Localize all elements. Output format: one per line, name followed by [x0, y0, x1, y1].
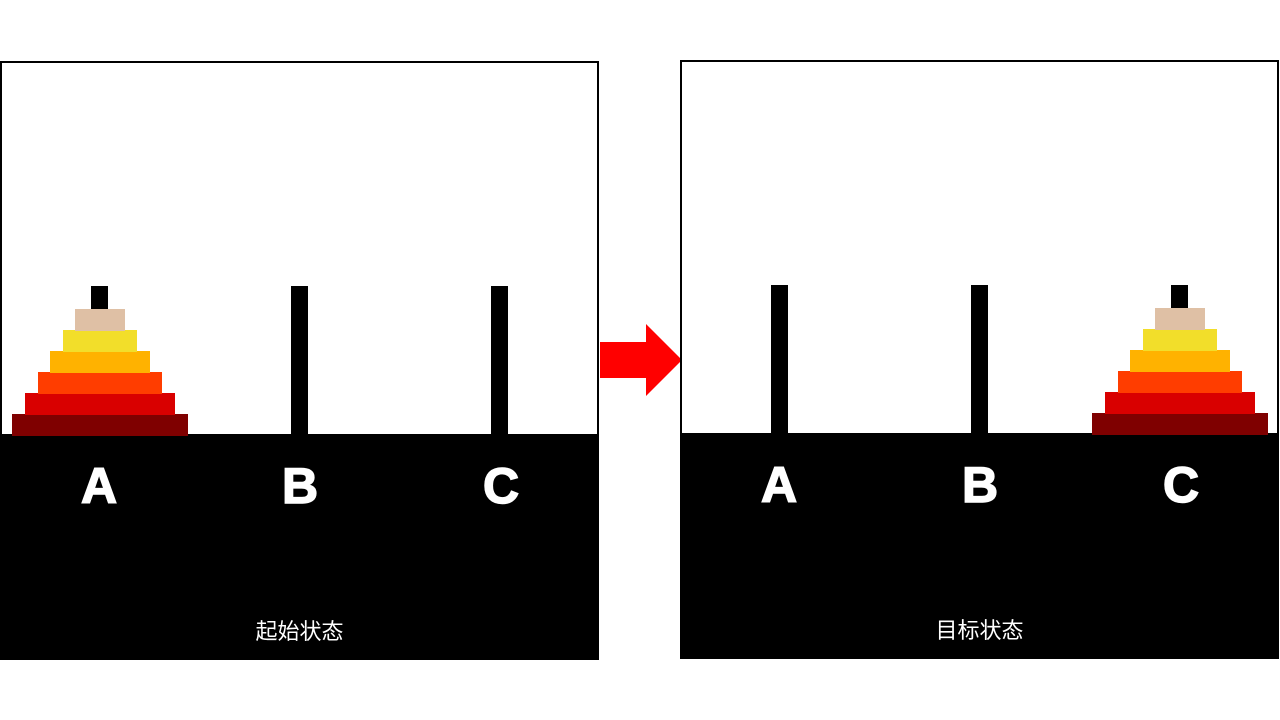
- peg-label-a: A: [80, 458, 118, 514]
- peg-label-c: C: [482, 458, 520, 514]
- peg-label-b: B: [961, 457, 999, 513]
- disk-5: [1105, 392, 1255, 414]
- disk-3: [50, 351, 150, 373]
- start-state-caption: 起始状态: [255, 620, 344, 645]
- peg-label-b: B: [281, 458, 319, 514]
- disk-4: [1118, 371, 1242, 393]
- disk-1: [1155, 308, 1205, 330]
- peg-a-top: [91, 286, 108, 309]
- peg-c: [491, 286, 508, 436]
- disk-5: [25, 393, 175, 415]
- disk-6: [12, 414, 188, 436]
- target-state-caption: 目标状态: [935, 619, 1024, 644]
- disk-4: [38, 372, 162, 394]
- disk-1: [75, 309, 125, 331]
- peg-b: [971, 285, 988, 435]
- disk-6: [1092, 413, 1268, 435]
- disk-3: [1130, 350, 1230, 372]
- peg-a: [771, 285, 788, 435]
- right-arrow-icon: [600, 324, 682, 396]
- arrow-shape: [600, 324, 682, 396]
- start-state-panel: A B C 起始状态: [0, 61, 599, 660]
- disk-2: [1143, 329, 1217, 351]
- peg-c-top: [1171, 285, 1188, 308]
- peg-label-a: A: [760, 457, 798, 513]
- peg-b: [291, 286, 308, 436]
- peg-label-c: C: [1162, 457, 1200, 513]
- ground-base: [2, 434, 597, 658]
- target-state-panel: A B C 目标状态: [680, 60, 1279, 659]
- disk-2: [63, 330, 137, 352]
- ground-base: [682, 433, 1277, 657]
